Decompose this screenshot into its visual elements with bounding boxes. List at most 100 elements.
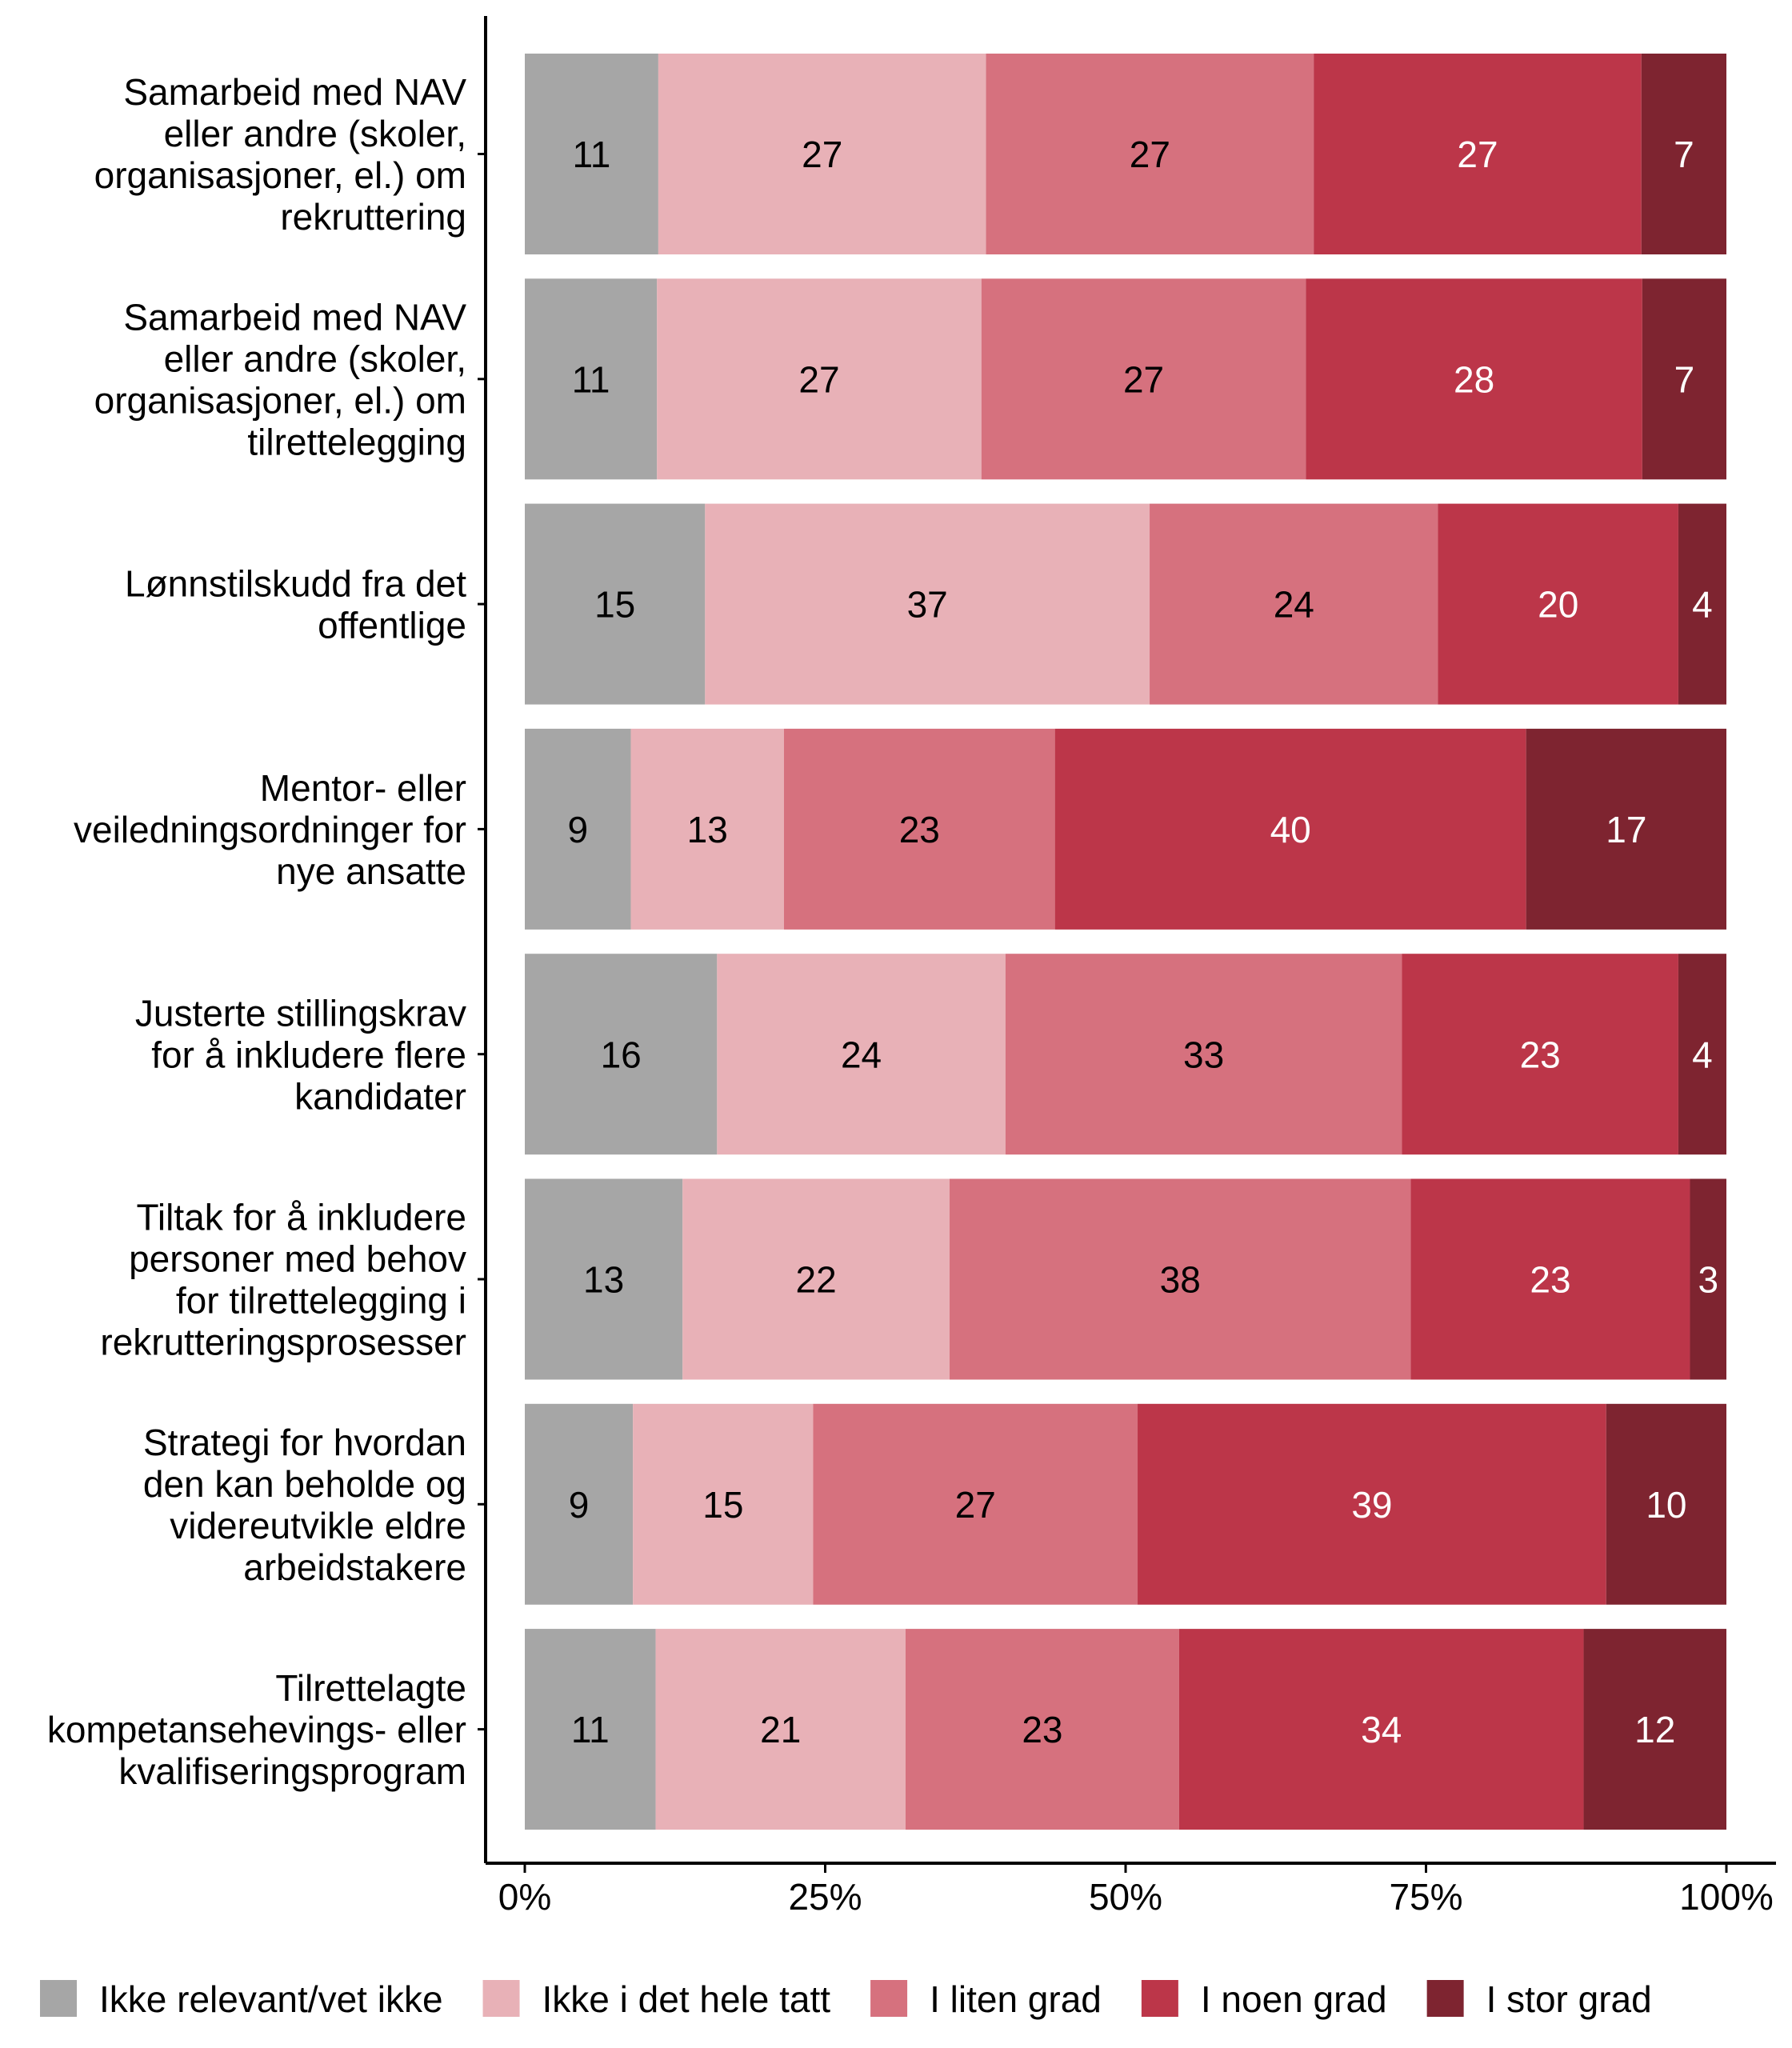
data-label: 15 [594, 584, 635, 626]
x-tick-label: 0% [498, 1876, 551, 1918]
data-label: 20 [1538, 584, 1578, 626]
bar-segment [986, 54, 1314, 254]
bar-segment [1178, 1629, 1584, 1830]
bar-segment [525, 1178, 683, 1380]
bar-segment [1678, 954, 1726, 1155]
bar-segment [525, 1403, 634, 1605]
x-tick-label: 75% [1389, 1876, 1462, 1918]
bar-segment [682, 1178, 950, 1380]
bar-segment [1678, 503, 1726, 705]
legend-label: I noen grad [1201, 1978, 1387, 2020]
legend-swatch [1426, 1980, 1464, 2017]
category-label: Strategi for hvordan den kan beholde og vi… [143, 1422, 466, 1588]
bar-segment [1402, 954, 1678, 1155]
data-label: 27 [798, 358, 839, 400]
data-label: 23 [1530, 1259, 1570, 1301]
data-label: 24 [841, 1034, 882, 1075]
bar-segment [1642, 278, 1726, 480]
bar-segment [1314, 54, 1642, 254]
legend-swatch [40, 1980, 77, 2017]
x-tick-label: 50% [1089, 1876, 1162, 1918]
data-label: 3 [1698, 1259, 1718, 1301]
bar-segment [525, 1629, 656, 1830]
data-label: 23 [1520, 1034, 1561, 1075]
bar-segment [1410, 1178, 1690, 1380]
data-label: 38 [1160, 1259, 1201, 1301]
bar-segment [1690, 1178, 1726, 1380]
data-label: 21 [760, 1709, 801, 1750]
data-label: 40 [1270, 809, 1311, 850]
category-label: Tilrettelagte kompetansehevings- eller kva… [47, 1667, 466, 1792]
data-label: 4 [1692, 1034, 1713, 1075]
data-label: 34 [1361, 1709, 1402, 1750]
data-label: 27 [955, 1484, 996, 1526]
data-label: 11 [572, 358, 610, 400]
legend-label: I liten grad [930, 1978, 1102, 2020]
legend-swatch [870, 1980, 908, 2017]
bar-segment [813, 1403, 1138, 1605]
bar-segment [525, 954, 718, 1155]
data-label: 17 [1606, 809, 1646, 850]
legend-swatch [1141, 1980, 1178, 2017]
data-label: 27 [802, 134, 842, 175]
bar-segment [1138, 1403, 1606, 1605]
data-label: 28 [1454, 358, 1494, 400]
data-label: 39 [1351, 1484, 1392, 1526]
bar-segment [1306, 278, 1642, 480]
bar-segment [525, 54, 658, 254]
data-label: 10 [1646, 1484, 1686, 1526]
data-label: 22 [796, 1259, 837, 1301]
bar-segment [655, 1629, 906, 1830]
category-label: Mentor- eller veiledningsordninger for nye… [74, 767, 466, 892]
bar-segment [1583, 1629, 1726, 1830]
data-label: 23 [1022, 1709, 1062, 1750]
data-label: 11 [571, 1709, 610, 1750]
bar-segment [630, 728, 784, 930]
category-label: Lønnstilskudd fra det offentlige [125, 563, 466, 646]
bar-segment [1526, 728, 1726, 930]
data-label: 27 [1457, 134, 1498, 175]
data-label: 37 [907, 584, 948, 626]
bar-segment [657, 278, 982, 480]
bar-segment [525, 503, 706, 705]
legend-label: Ikke relevant/vet ikke [99, 1978, 443, 2020]
legend-label: I stor grad [1486, 1978, 1652, 2020]
bar-segment [1606, 1403, 1726, 1605]
bar-segment [525, 728, 631, 930]
legend-label: Ikke i det hele tatt [542, 1978, 831, 2020]
data-label: 11 [573, 134, 611, 175]
category-label: Tiltak for å inkludere personer med behov… [100, 1197, 466, 1363]
data-label: 7 [1674, 134, 1694, 175]
data-label: 9 [569, 1484, 590, 1526]
bar-segment [1054, 728, 1526, 930]
data-label: 15 [702, 1484, 743, 1526]
bar-segment [1005, 954, 1402, 1155]
bar-segment [705, 503, 1150, 705]
data-label: 27 [1123, 358, 1164, 400]
data-label: 13 [583, 1259, 624, 1301]
bar-segment [717, 954, 1006, 1155]
bar-segment [950, 1178, 1411, 1380]
data-label: 9 [567, 809, 588, 850]
bar-segment [1641, 54, 1726, 254]
legend-swatch [482, 1980, 520, 2017]
data-label: 23 [899, 809, 940, 850]
category-label: Samarbeid med NAV eller andre (skoler, org… [94, 71, 467, 238]
bar-segment [1150, 503, 1438, 705]
bar-segment [981, 278, 1306, 480]
x-tick-label: 100% [1679, 1876, 1774, 1918]
data-label: 16 [601, 1034, 642, 1075]
x-tick-label: 25% [788, 1876, 862, 1918]
data-label: 13 [687, 809, 728, 850]
bar-segment [905, 1629, 1179, 1830]
bar-segment [658, 54, 986, 254]
data-label: 7 [1674, 358, 1695, 400]
bar-segment [1438, 503, 1678, 705]
data-label: 12 [1634, 1709, 1675, 1750]
bar-segment [525, 278, 658, 480]
data-label: 4 [1692, 584, 1713, 626]
category-label: Justerte stillingskrav for å inkludere fl… [135, 992, 466, 1117]
category-label: Samarbeid med NAV eller andre (skoler, org… [94, 296, 467, 462]
bar-segment [783, 728, 1055, 930]
